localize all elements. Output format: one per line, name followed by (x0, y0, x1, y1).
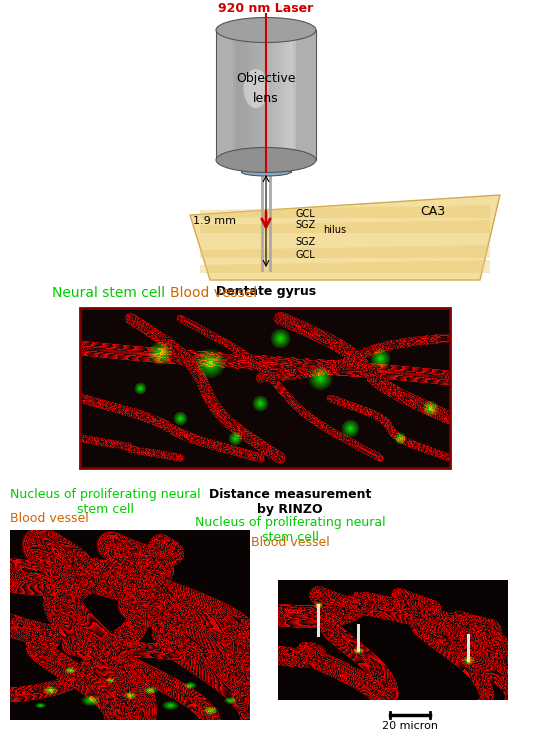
Bar (216, 30, 316, 160)
Text: Blood vessel: Blood vessel (251, 536, 329, 549)
Text: Distance measurement
by RINZO: Distance measurement by RINZO (209, 488, 371, 516)
Ellipse shape (216, 147, 316, 173)
Text: Objective: Objective (236, 72, 296, 85)
Text: hilus: hilus (323, 225, 346, 235)
Bar (242, 30, 248, 160)
Ellipse shape (241, 168, 290, 176)
Bar (263, 30, 269, 160)
Text: Nucleus of proliferating neural
stem cell: Nucleus of proliferating neural stem cel… (195, 516, 385, 544)
Text: 920 nm Laser: 920 nm Laser (219, 2, 313, 15)
Bar (236, 30, 242, 160)
Bar (233, 30, 239, 160)
Bar (290, 30, 296, 160)
Polygon shape (200, 245, 490, 258)
Ellipse shape (216, 18, 316, 42)
Bar (241, 160, 290, 172)
Bar (269, 30, 275, 160)
Text: Blood vessel: Blood vessel (10, 512, 89, 525)
Bar (239, 30, 245, 160)
Ellipse shape (244, 69, 269, 108)
Text: CA3: CA3 (420, 205, 445, 218)
Bar (266, 30, 272, 160)
Bar (248, 30, 254, 160)
Bar (278, 30, 284, 160)
Polygon shape (200, 260, 490, 273)
Bar (272, 30, 278, 160)
Text: Dentate gyrus: Dentate gyrus (216, 285, 316, 298)
Bar (245, 30, 251, 160)
Text: SGZ: SGZ (295, 237, 315, 247)
Text: lens: lens (253, 91, 279, 104)
Text: 20 micron: 20 micron (382, 721, 438, 731)
Bar (251, 30, 257, 160)
Bar (281, 30, 287, 160)
Bar (254, 30, 260, 160)
Text: Blood vessel: Blood vessel (170, 286, 257, 300)
Bar (260, 30, 266, 160)
Bar (275, 30, 281, 160)
Polygon shape (190, 195, 500, 280)
Text: GCL: GCL (295, 209, 315, 219)
Ellipse shape (241, 156, 290, 164)
Text: GCL: GCL (295, 250, 315, 260)
Bar (284, 30, 290, 160)
Bar (287, 30, 293, 160)
Polygon shape (200, 220, 490, 233)
Bar (257, 30, 263, 160)
Text: 1.9 mm: 1.9 mm (193, 216, 236, 226)
Text: SGZ: SGZ (295, 220, 315, 230)
Text: Nucleus of proliferating neural
stem cell: Nucleus of proliferating neural stem cel… (10, 488, 200, 516)
Polygon shape (200, 205, 490, 218)
Text: Neural stem cell: Neural stem cell (52, 286, 170, 300)
Bar (80, 308, 450, 468)
